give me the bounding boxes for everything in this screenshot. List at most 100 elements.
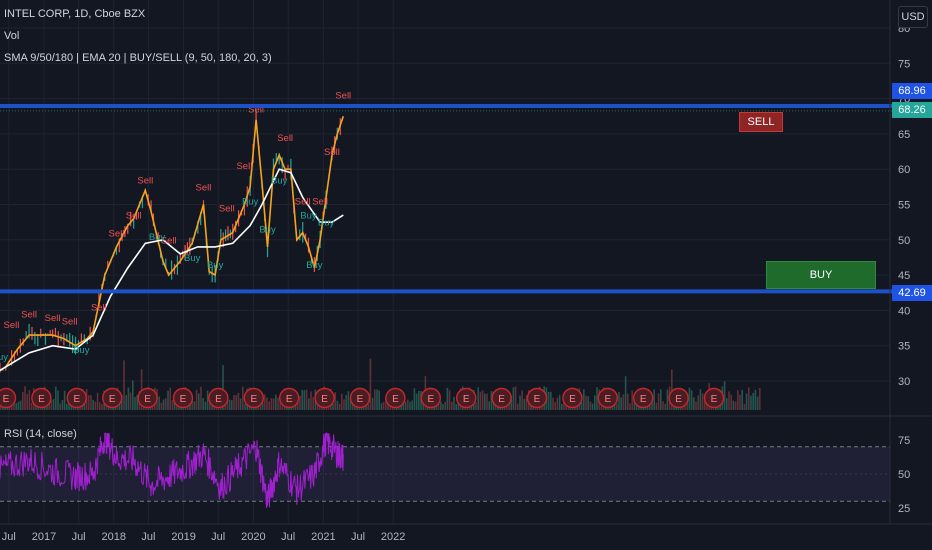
time-tick-label: Jul xyxy=(72,531,86,543)
volume-bar xyxy=(629,403,631,410)
sell-label: Sell xyxy=(126,211,142,222)
earnings-marker xyxy=(526,387,548,409)
volume-bar xyxy=(15,403,17,410)
volume-bar xyxy=(264,394,266,410)
volume-bar xyxy=(90,395,92,410)
volume-bar xyxy=(374,389,376,410)
volume-bar xyxy=(50,399,53,410)
volume-bar xyxy=(19,400,22,410)
earnings-marker-label: E xyxy=(569,394,576,405)
earnings-marker-label: E xyxy=(286,394,293,405)
volume-bar xyxy=(66,403,68,410)
volume-bar xyxy=(415,393,418,410)
time-tick-label: Jul xyxy=(351,531,365,543)
earnings-marker xyxy=(420,387,441,409)
volume-bar xyxy=(554,402,556,410)
volume-bar xyxy=(349,398,352,410)
grid xyxy=(0,0,890,524)
volume-bar xyxy=(508,400,510,410)
symbol-title[interactable]: INTEL CORP, 1D, Cboe BZX xyxy=(4,8,146,20)
volume-bar xyxy=(706,403,708,410)
earnings-marker-label: E xyxy=(675,394,682,405)
earnings-marker xyxy=(668,387,689,409)
volume-bar xyxy=(442,403,444,410)
volume-bar xyxy=(123,360,125,410)
volume-bar xyxy=(653,389,655,410)
buy-label: Buy xyxy=(73,345,90,356)
earnings-marker-label: E xyxy=(180,394,187,405)
volume-bar xyxy=(624,376,627,410)
sell-button[interactable]: SELL xyxy=(739,112,783,132)
volume-bar xyxy=(481,390,484,410)
volume-bar xyxy=(176,403,178,410)
volume-bar xyxy=(345,395,347,410)
currency-button[interactable]: USD xyxy=(898,6,928,28)
earnings-marker xyxy=(208,387,229,409)
earnings-marker-label: E xyxy=(3,394,10,405)
volume-bar xyxy=(728,391,730,410)
volume-bar xyxy=(222,365,224,410)
volume-bar xyxy=(734,401,737,410)
earnings-marker xyxy=(31,387,52,409)
resistance-price-tag: 68.96 xyxy=(892,83,932,99)
volume-bar xyxy=(413,388,416,410)
volume-bar xyxy=(26,394,28,410)
volume-bar xyxy=(660,389,662,410)
earnings-marker-label: E xyxy=(357,394,364,405)
volume-bar xyxy=(613,403,616,410)
buy-button[interactable]: BUY xyxy=(766,261,876,289)
volume-bar xyxy=(455,403,457,410)
volume-bar xyxy=(690,390,693,410)
volume-bar xyxy=(697,395,699,410)
volume-bar xyxy=(583,389,585,410)
buy-label: Buy xyxy=(184,253,201,264)
volume-bar xyxy=(312,397,314,410)
volume-bar xyxy=(140,369,143,410)
earnings-marker xyxy=(137,387,158,409)
volume-bar xyxy=(332,403,334,410)
volume-bar xyxy=(228,399,231,410)
volume-bar xyxy=(730,394,732,410)
earnings-marker xyxy=(101,387,123,409)
volume-bar xyxy=(726,398,728,410)
volume-bar xyxy=(378,390,380,410)
volume-bar xyxy=(440,401,442,410)
volume-bar xyxy=(693,397,695,410)
price-tick-label: 75 xyxy=(898,58,910,70)
rsi-legend[interactable]: RSI (14, close) xyxy=(4,428,77,440)
earnings-marker-label: E xyxy=(711,394,718,405)
volume-bar xyxy=(275,394,277,410)
time-tick-label: 2019 xyxy=(171,531,195,543)
time-tick-label: Jul xyxy=(2,531,16,543)
volume-bar xyxy=(510,395,512,410)
volume-bar xyxy=(437,402,440,410)
earnings-marker-label: E xyxy=(392,394,399,405)
volume-bar xyxy=(121,395,123,410)
volume-bar xyxy=(61,400,64,410)
volume-bar xyxy=(620,397,622,410)
sell-label: Sell xyxy=(91,302,107,313)
sell-label: Sell xyxy=(45,313,61,324)
volume-bar xyxy=(748,387,750,410)
rsi-line xyxy=(0,432,344,509)
volume-bar xyxy=(239,398,242,410)
volume-bar xyxy=(633,400,636,410)
volume-bar xyxy=(662,401,664,410)
volume-bar xyxy=(261,399,264,410)
volume-bar xyxy=(484,393,486,410)
volume-bar xyxy=(52,399,55,410)
volume-bar xyxy=(22,391,24,410)
volume-legend[interactable]: Vol xyxy=(4,30,20,42)
earnings-marker-label: E xyxy=(38,394,45,405)
volume-bar xyxy=(129,392,132,410)
earnings-marker xyxy=(562,387,583,409)
earnings-marker xyxy=(243,387,265,409)
volume-bar xyxy=(743,403,746,410)
volume-bar xyxy=(235,395,237,410)
volume-bar xyxy=(754,389,757,410)
volume-bar xyxy=(259,401,262,410)
volume-bar xyxy=(28,390,31,410)
volume-bar xyxy=(737,390,739,410)
indicator-legend[interactable]: SMA 9/50/180 | EMA 20 | BUY/SELL (9, 50,… xyxy=(4,52,272,64)
